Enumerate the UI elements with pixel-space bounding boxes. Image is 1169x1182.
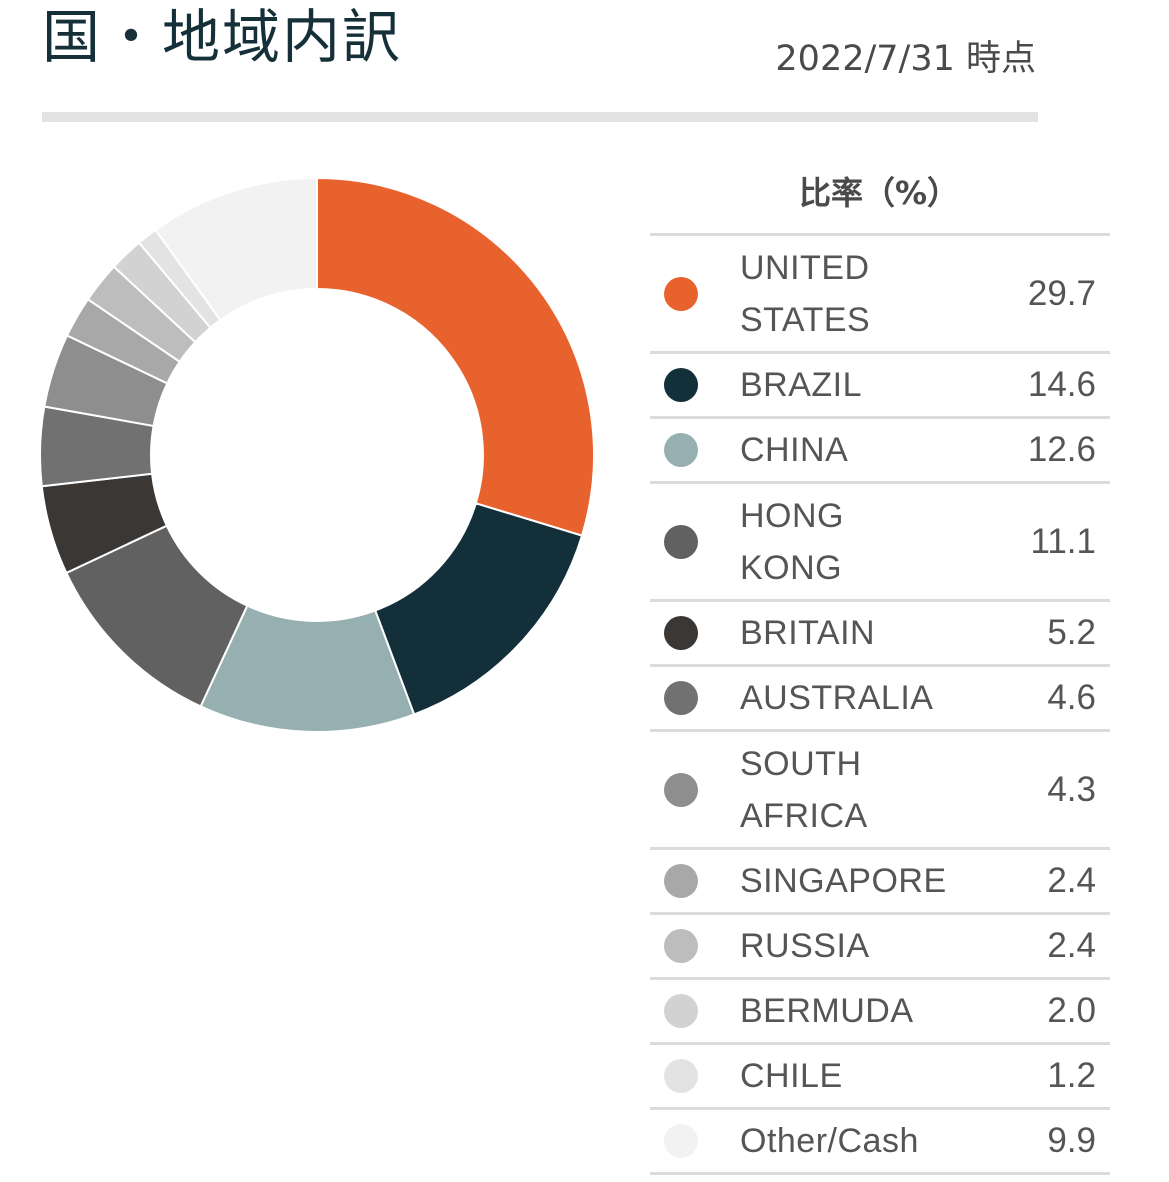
legend-swatch <box>664 433 698 467</box>
legend-swatch <box>664 1059 698 1093</box>
donut-slice-brazil <box>373 502 584 716</box>
legend-value: 11.1 <box>1030 521 1096 561</box>
legend-swatch <box>664 1124 698 1158</box>
legend-value: 2.0 <box>1047 991 1096 1030</box>
legend-label: SOUTH AFRICA <box>740 738 980 842</box>
legend-value: 2.4 <box>1047 861 1096 900</box>
legend-value: 1.2 <box>1047 1056 1096 1095</box>
legend-swatch <box>664 929 698 963</box>
table-header: 比率（%） <box>798 174 960 212</box>
legend-row-britain: BRITAIN 5.2 <box>650 602 1110 667</box>
legend-swatch <box>664 994 698 1028</box>
legend-swatch <box>664 772 698 807</box>
legend-label-line: STATES <box>740 300 871 339</box>
donut-slice-other-cash <box>154 176 318 322</box>
legend-value: 9.9 <box>1047 1121 1096 1160</box>
legend-row-australia: AUSTRALIA 4.6 <box>650 667 1110 732</box>
legend-row-united-states: UNITED STATES 29.7 <box>650 236 1110 354</box>
legend-label: CHINA <box>740 424 980 476</box>
legend-swatch <box>664 864 698 898</box>
legend-label-line: BERMUDA <box>740 992 914 1030</box>
legend-label: Other/Cash <box>740 1115 980 1167</box>
legend-swatch <box>664 616 698 650</box>
legend-row-brazil: BRAZIL 14.6 <box>650 354 1110 419</box>
donut-chart <box>39 176 595 733</box>
legend-label: BERMUDA <box>740 985 980 1037</box>
legend-label-line: AUSTRALIA <box>740 679 934 717</box>
legend-value: 29.7 <box>1027 273 1096 313</box>
legend-swatch <box>664 368 698 402</box>
legend-label-line: Other/Cash <box>740 1122 919 1160</box>
legend-swatch <box>664 681 698 715</box>
legend-label: AUSTRALIA <box>740 672 980 724</box>
legend-label-line: KONG <box>740 548 843 587</box>
legend-swatch <box>664 524 698 559</box>
legend-row-other-cash: Other/Cash 9.9 <box>650 1110 1110 1175</box>
legend-label-line: RUSSIA <box>740 927 870 965</box>
header-divider <box>42 112 1038 122</box>
legend-table: UNITED STATES 29.7 BRAZIL 14.6 CHINA 12.6 HONG K… <box>650 233 1110 1175</box>
legend-value: 4.3 <box>1047 769 1096 809</box>
legend-row-south-africa: SOUTH AFRICA 4.3 <box>650 732 1110 850</box>
donut-slice-united-states <box>316 176 595 537</box>
legend-row-chile: CHILE 1.2 <box>650 1045 1110 1110</box>
legend-row-singapore: SINGAPORE 2.4 <box>650 850 1110 915</box>
legend-label-line: CHILE <box>740 1057 843 1095</box>
page-title: 国・地域内訳 <box>42 3 403 71</box>
legend-label: RUSSIA <box>740 920 980 972</box>
legend-label-line: AFRICA <box>740 796 868 835</box>
legend-label-line: BRAZIL <box>740 366 863 404</box>
legend-row-bermuda: BERMUDA 2.0 <box>650 980 1110 1045</box>
legend-label: BRITAIN <box>740 607 980 659</box>
legend-label: SINGAPORE <box>740 855 980 907</box>
legend-value: 4.6 <box>1047 678 1096 717</box>
legend-label: HONG KONG <box>740 490 980 594</box>
legend-label: CHILE <box>740 1050 980 1102</box>
legend-row-hong-kong: HONG KONG 11.1 <box>650 484 1110 602</box>
legend-value: 12.6 <box>1027 430 1096 469</box>
legend-label-line: CHINA <box>740 431 849 469</box>
legend-label-line: HONG <box>740 496 844 535</box>
legend-label: UNITED STATES <box>740 242 980 346</box>
legend-swatch <box>664 276 698 311</box>
legend-label-line: SINGAPORE <box>740 862 947 900</box>
legend-value: 5.2 <box>1047 613 1096 652</box>
legend-value: 2.4 <box>1047 926 1096 965</box>
legend-label-line: SOUTH <box>740 744 862 783</box>
legend-label-line: BRITAIN <box>740 614 876 652</box>
legend-row-china: CHINA 12.6 <box>650 419 1110 484</box>
legend-label: BRAZIL <box>740 359 980 411</box>
as-of-date: 2022/7/31 時点 <box>775 39 1036 79</box>
legend-row-russia: RUSSIA 2.4 <box>650 915 1110 980</box>
legend-label-line: UNITED <box>740 248 870 287</box>
legend-value: 14.6 <box>1027 365 1096 404</box>
